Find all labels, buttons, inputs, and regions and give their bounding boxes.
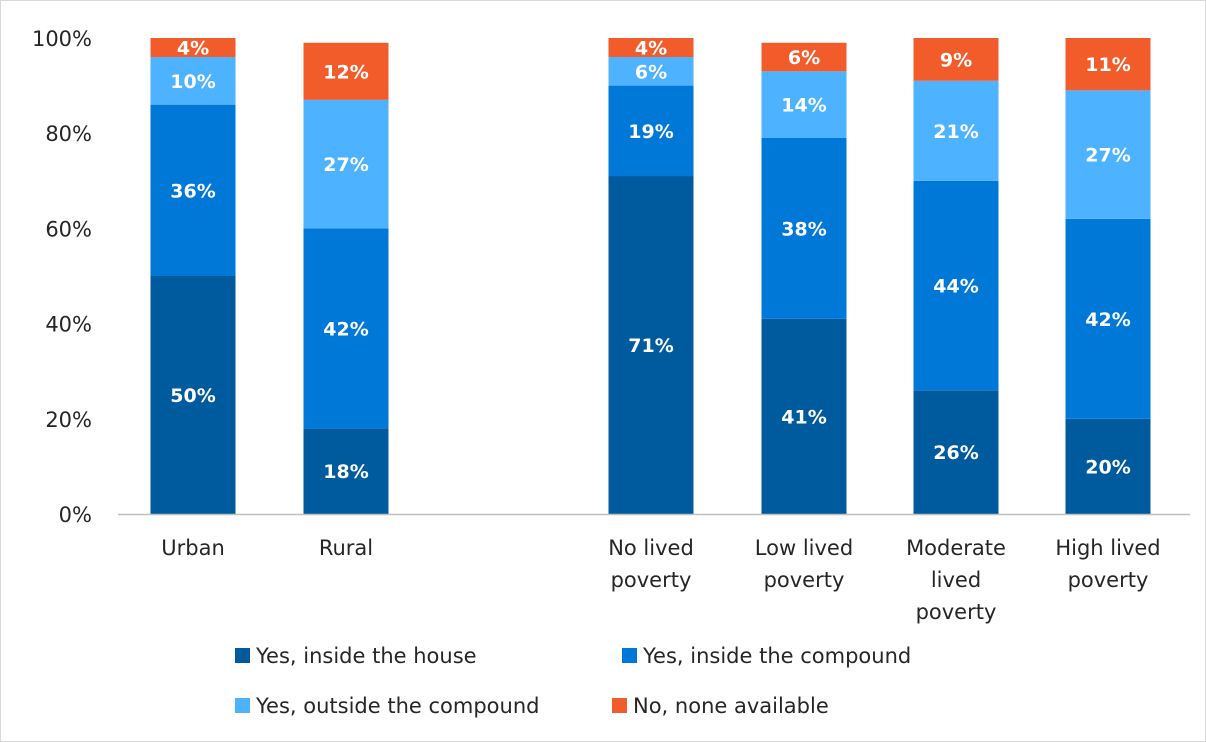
- bar-segment: [1065, 38, 1151, 91]
- y-tick-label: 40%: [45, 313, 92, 337]
- data-label: 41%: [781, 406, 826, 428]
- data-label: 9%: [940, 49, 972, 71]
- x-tick-label: Rural: [319, 536, 373, 560]
- data-label: 27%: [1085, 145, 1130, 167]
- bar-segment: [1065, 218, 1151, 419]
- legend-swatch: [612, 698, 627, 713]
- legend-swatch: [622, 648, 637, 663]
- bars: 50%36%10%4%18%42%27%12%71%19%6%4%41%38%1…: [150, 38, 1151, 515]
- data-label: 6%: [635, 61, 667, 83]
- x-tick-label: Moderate lived poverty: [906, 536, 1006, 624]
- data-label: 11%: [1085, 54, 1130, 76]
- bar-segment: [150, 104, 236, 276]
- y-tick-label: 60%: [45, 217, 92, 241]
- bar-segment: [608, 57, 694, 86]
- legend-item: Yes, outside the compound: [235, 694, 539, 718]
- bar-segment: [303, 99, 389, 229]
- data-label: 6%: [788, 47, 820, 69]
- legend-item: Yes, inside the house: [235, 644, 477, 668]
- x-tick-label: High lived poverty: [1055, 536, 1160, 592]
- bar-segment: [303, 228, 389, 429]
- data-label: 50%: [170, 385, 215, 407]
- legend-label: Yes, outside the compound: [255, 694, 539, 718]
- data-label: 4%: [635, 38, 667, 60]
- y-tick-label: 0%: [59, 503, 92, 527]
- data-label: 20%: [1085, 456, 1130, 478]
- legend: Yes, inside the house Yes, inside the com…: [235, 644, 911, 718]
- data-label: 36%: [170, 180, 215, 202]
- bar-segment: [913, 80, 999, 181]
- bar-segment: [150, 38, 236, 58]
- bar-segment: [761, 42, 847, 72]
- y-axis: 0% 20% 40% 60% 80% 100%: [32, 27, 92, 527]
- bar-segment: [303, 42, 389, 100]
- y-tick-label: 100%: [32, 27, 92, 51]
- bar-segment: [913, 38, 999, 81]
- data-label: 19%: [628, 121, 673, 143]
- bar-segment: [150, 276, 236, 514]
- legend-label: Yes, inside the compound: [642, 644, 911, 668]
- legend-swatch: [235, 648, 250, 663]
- y-tick-label: 20%: [45, 408, 92, 432]
- data-label: 44%: [933, 276, 978, 298]
- data-label: 27%: [323, 154, 368, 176]
- y-tick-label: 80%: [45, 122, 92, 146]
- bar-segment: [1065, 90, 1151, 219]
- bar-segment: [608, 176, 694, 515]
- x-tick-label: No lived poverty: [608, 536, 694, 592]
- data-label: 4%: [177, 38, 209, 60]
- legend-item: Yes, inside the compound: [622, 644, 911, 668]
- legend-item: No, none available: [612, 694, 829, 718]
- data-label: 26%: [933, 442, 978, 464]
- data-label: 21%: [933, 121, 978, 143]
- x-tick-label: Low lived poverty: [755, 536, 853, 592]
- data-label: 71%: [628, 335, 673, 357]
- data-label: 10%: [170, 71, 215, 93]
- bar-segment: [913, 390, 999, 514]
- legend-label: Yes, inside the house: [255, 644, 477, 668]
- bar-segment: [913, 180, 999, 391]
- bar-segment: [1065, 418, 1151, 514]
- x-axis: Urban Rural No lived poverty Low lived povert…: [118, 513, 1190, 624]
- x-tick-label: Urban: [161, 536, 225, 560]
- bar-segment: [303, 428, 389, 514]
- data-label: 42%: [323, 318, 368, 340]
- data-label: 38%: [781, 218, 826, 240]
- bar-segment: [761, 71, 847, 138]
- data-label: 42%: [1085, 309, 1130, 331]
- bar-segment: [150, 57, 236, 105]
- legend-label: No, none available: [633, 694, 829, 718]
- bar-segment: [608, 38, 694, 58]
- legend-swatch: [235, 698, 250, 713]
- data-label: 14%: [781, 95, 826, 117]
- bar-segment: [761, 137, 847, 319]
- bar-segment: [761, 318, 847, 514]
- data-label: 18%: [323, 461, 368, 483]
- data-label: 12%: [323, 61, 368, 83]
- bar-segment: [608, 85, 694, 177]
